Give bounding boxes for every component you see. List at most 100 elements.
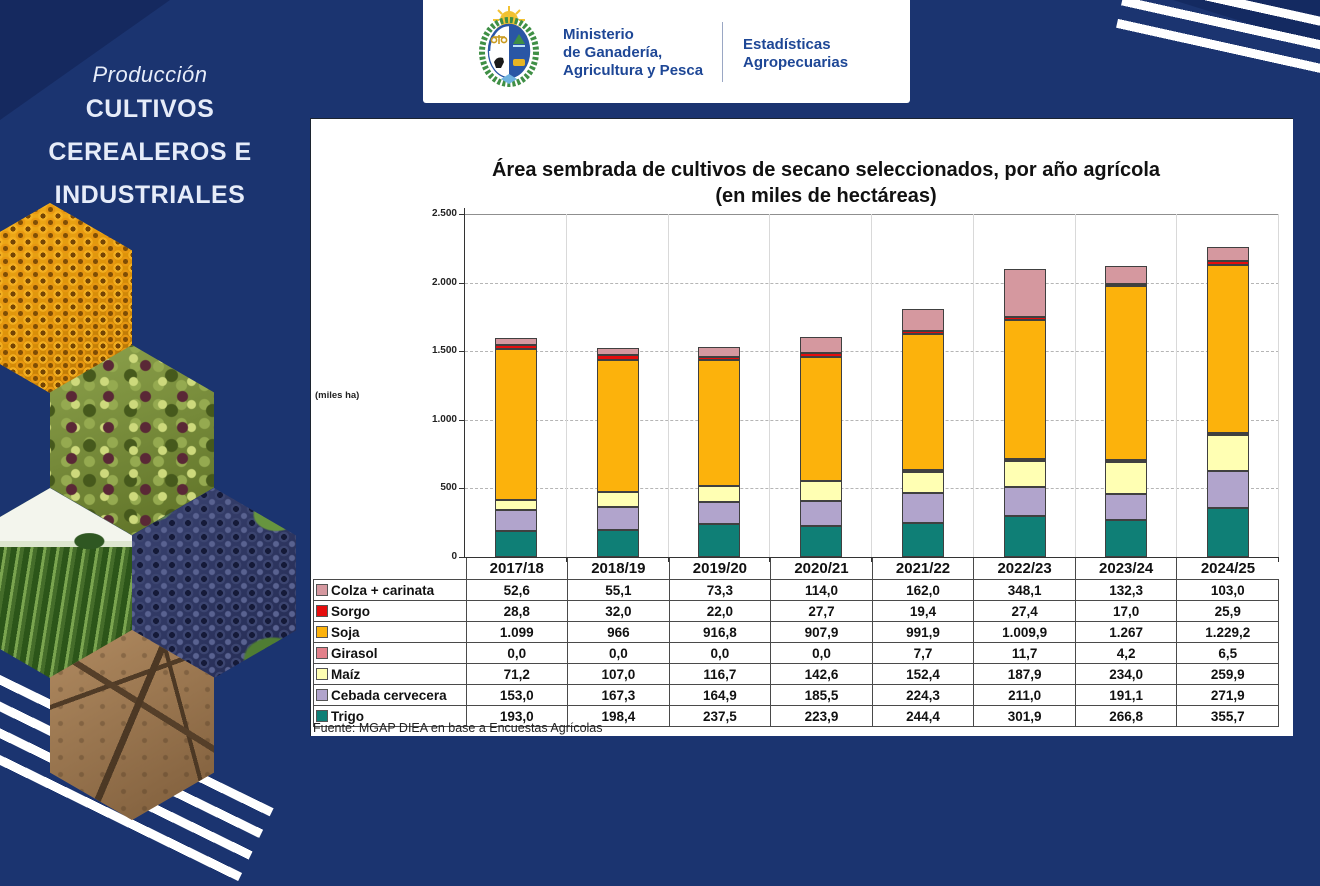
table-row: Girasol 0,0 0,0 0,0 0,0 7,7 11,7 4,2 6,5: [313, 642, 1279, 664]
table-cell: 27,4: [973, 600, 1076, 622]
stacked-bar-2024/25: [1207, 246, 1250, 557]
legend-swatch-icon: [316, 646, 328, 659]
chart-title-line-1: Área sembrada de cultivos de secano sele…: [491, 159, 1161, 181]
bar-slice-Soja: [698, 360, 741, 486]
bar-slice-Soja: [494, 349, 537, 500]
year-header: 2019/20: [668, 558, 771, 580]
bar-slice-Maíz: [1207, 435, 1250, 471]
table-cell: 1.267: [1074, 621, 1178, 643]
table-cell: 132,3: [1074, 579, 1178, 601]
legend-swatch-icon: [316, 709, 328, 722]
table-cell: 237,5: [668, 705, 772, 727]
y-tick-label: 500: [440, 482, 457, 494]
bar-slice-Sorgo: [1003, 316, 1046, 321]
legend-swatch-icon: [316, 583, 328, 596]
bar-slice-Maíz: [800, 481, 843, 501]
table-header: 2017/18 2018/19 2019/20 2020/21 2021/22 2022/…: [314, 558, 1279, 580]
table-cell: 348,1: [973, 579, 1076, 601]
category-gridline: [1278, 214, 1279, 557]
y-tick: [459, 419, 464, 421]
legend-cell: Soja: [313, 621, 467, 643]
table-cell: 271,9: [1176, 684, 1279, 706]
table-cell: 22,0: [668, 600, 772, 622]
plot-area: 2.500 2.000 1.500 1.000 500 0: [432, 208, 1279, 562]
y-tick: [459, 488, 464, 490]
table-cell: 355,7: [1176, 705, 1279, 727]
bar-slice-Soja: [1003, 320, 1046, 459]
bar-slice-Soja: [596, 359, 639, 493]
table-cell: 32,0: [567, 600, 670, 622]
bar-slice-Girasol: [1003, 458, 1046, 461]
category-gridline: [1176, 214, 1178, 557]
table-cell: 164,9: [668, 684, 772, 706]
bar-slice-Cebada cervecera: [596, 506, 639, 530]
bar-slice-Trigo: [698, 524, 741, 557]
unit-line-1: Estadísticas: [743, 36, 831, 53]
table-cell: 116,7: [668, 663, 772, 685]
gridline-2000: [465, 282, 1279, 284]
bar-slice-Sorgo: [494, 345, 537, 349]
table-cell: 193,0: [465, 705, 569, 727]
table-cell: 211,0: [973, 684, 1076, 706]
table-cell: 107,0: [567, 663, 670, 685]
bar-slice-Maíz: [698, 485, 741, 502]
y-tick-label: 1.000: [431, 413, 457, 425]
legend-swatch-icon: [316, 688, 328, 701]
table-cell: 185,5: [770, 684, 873, 706]
table-cell: 103,0: [1176, 579, 1279, 601]
category-gridline: [769, 214, 771, 557]
bar-slice-Trigo: [901, 523, 944, 557]
sidebar-kicker: Producción: [92, 62, 208, 87]
table-cell: 0,0: [668, 642, 772, 664]
bar-slice-Colza + carinata: [596, 347, 639, 356]
table-cell: 966: [567, 621, 670, 643]
header-logo-box: Ministerio de Ganadería, Agricultura y P…: [423, 0, 910, 103]
bar-slice-Maíz: [1105, 462, 1148, 495]
gridline-2500: [465, 214, 1279, 215]
table-cell: 0,0: [567, 642, 670, 664]
chart-title: Área sembrada de cultivos de secano sele…: [366, 157, 1286, 209]
bar-slice-Trigo: [800, 526, 843, 557]
legend-cell: Cebada cervecera: [313, 684, 467, 706]
table-cell: 19,4: [871, 600, 975, 622]
table-cell: 17,0: [1074, 600, 1178, 622]
table-cell: 4,2: [1074, 642, 1178, 664]
bar-slice-Maíz: [494, 499, 537, 510]
legend-cell: Maíz: [313, 663, 467, 685]
sidebar-title-line-2: CEREALEROS E: [48, 138, 252, 166]
bar-slice-Cebada cervecera: [1003, 486, 1046, 516]
bar-slice-Soja: [1105, 286, 1148, 461]
bar-slice-Maíz: [596, 492, 639, 507]
bar-slice-Colza + carinata: [1003, 268, 1046, 317]
bar-slice-Colza + carinata: [1207, 246, 1250, 262]
year-header: 2020/21: [770, 558, 873, 580]
bar-slice-Trigo: [596, 529, 639, 557]
chart-title-line-2: (en miles de hectáreas): [715, 185, 937, 207]
table-cell: 142,6: [770, 663, 873, 685]
bar-slice-Colza + carinata: [800, 337, 843, 353]
stacked-bar-2019/20: [698, 346, 741, 557]
table-row: Cebada cervecera 153,0 167,3 164,9 185,5 224,…: [313, 684, 1279, 706]
table-cell: 152,4: [871, 663, 975, 685]
table-cell: 0,0: [465, 642, 569, 664]
y-tick: [459, 282, 464, 284]
table-cell: 7,7: [871, 642, 975, 664]
bar-slice-Cebada cervecera: [1207, 470, 1250, 509]
stacked-bar-2023/24: [1105, 265, 1148, 557]
table-cell: 1.099: [465, 621, 569, 643]
table-cell: 234,0: [1074, 663, 1178, 685]
table-cell: 114,0: [770, 579, 873, 601]
uruguay-coat-of-arms-icon: [479, 6, 539, 87]
legend-cell: Sorgo: [313, 600, 467, 622]
table-row: Trigo 193,0 198,4 237,5 223,9 244,4 301,9 266,8…: [313, 705, 1279, 727]
year-header: 2021/22: [871, 558, 974, 580]
table-cell: 223,9: [770, 705, 873, 727]
table-cell: 224,3: [871, 684, 975, 706]
stacked-bar-2017/18: [494, 337, 537, 557]
y-tick: [459, 351, 464, 353]
legend-swatch-icon: [316, 667, 328, 680]
bar-slice-Maíz: [901, 471, 944, 493]
bar-slice-Sorgo: [901, 331, 944, 334]
bar-slice-Soja: [901, 333, 944, 470]
table-cell: 0,0: [770, 642, 873, 664]
